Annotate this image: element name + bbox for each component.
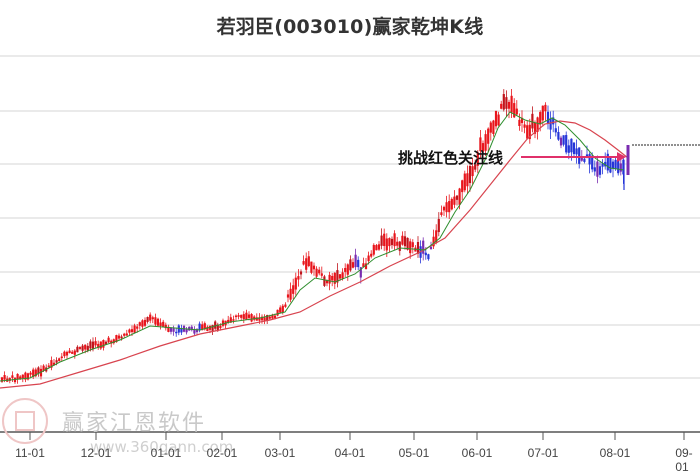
gridlines (0, 56, 700, 378)
x-tick-label: 02-01 (207, 446, 238, 460)
x-tick-label: 04-01 (335, 446, 366, 460)
watermark-brand: 赢家江恩软件 (62, 405, 206, 437)
ma-short-line (0, 112, 624, 381)
x-tick-label: 12-01 (81, 446, 112, 460)
annotation-label: 挑战红色关注线 (398, 147, 503, 168)
x-tick-label: 06-01 (462, 446, 493, 460)
x-tick-label: 05-01 (399, 446, 430, 460)
x-tick-label: 03-01 (265, 446, 296, 460)
seal-logo-icon (2, 398, 48, 444)
x-tick-label: 08-01 (600, 446, 631, 460)
target-line (627, 145, 700, 175)
candlesticks (1, 89, 625, 384)
x-tick-label: 07-01 (528, 446, 559, 460)
x-tick-label: 11-01 (15, 446, 45, 460)
ma-long-line (0, 121, 628, 388)
x-tick-label: 01-01 (151, 446, 182, 460)
